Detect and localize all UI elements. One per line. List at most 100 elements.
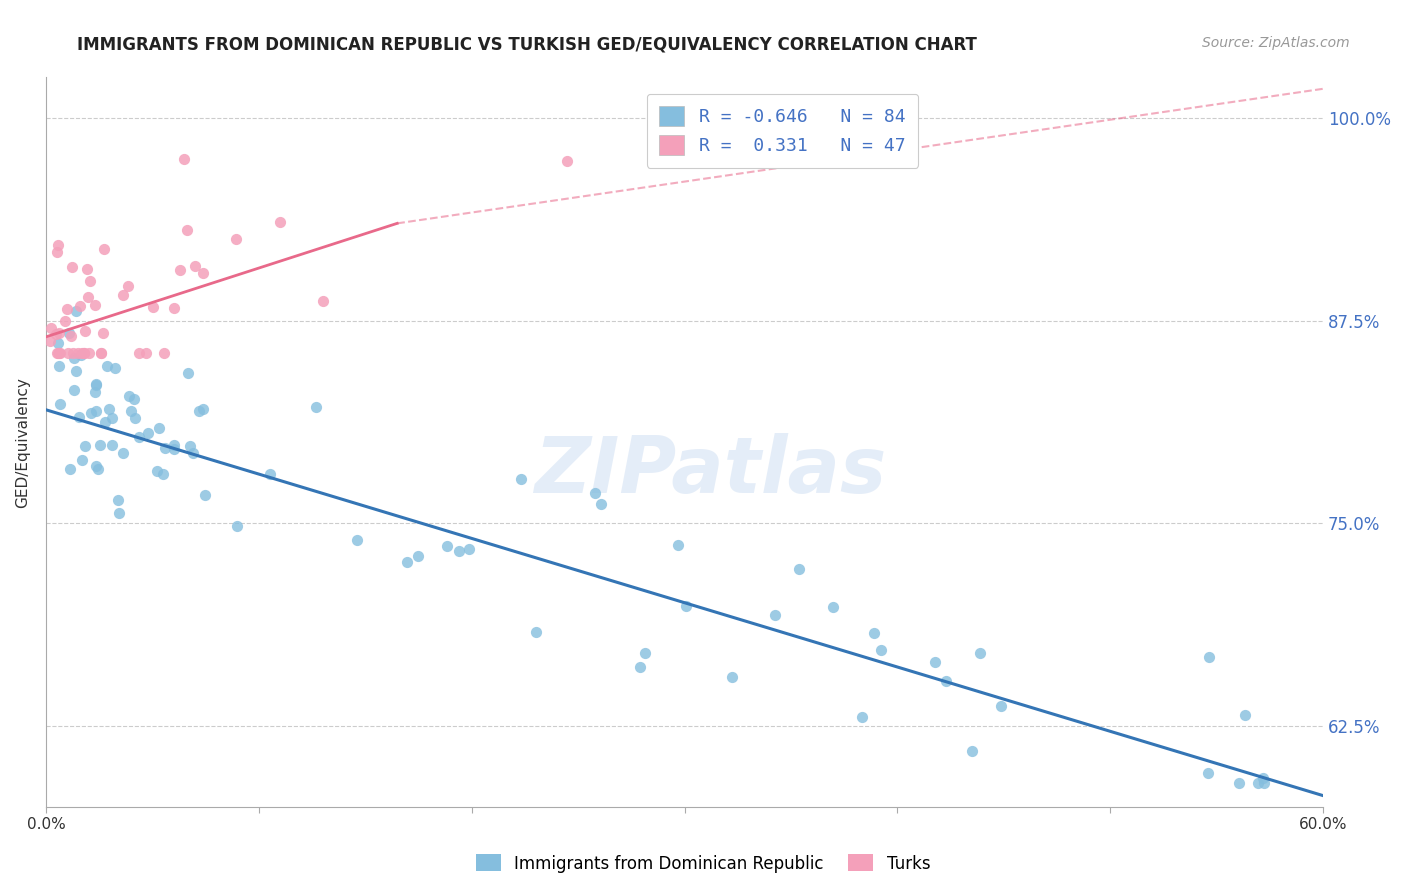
Point	[226, 518, 249, 533]
Point	[163, 438, 186, 452]
Point	[870, 643, 893, 657]
Point	[634, 646, 657, 660]
Point	[96, 359, 118, 374]
Point	[457, 542, 479, 557]
Point	[39, 334, 62, 349]
Point	[990, 699, 1012, 714]
Point	[73, 439, 96, 453]
Point	[1247, 775, 1270, 789]
Point	[1251, 771, 1274, 785]
Point	[128, 346, 150, 360]
Point	[406, 549, 429, 564]
Point	[181, 446, 204, 460]
Point	[124, 411, 146, 425]
Point	[173, 152, 195, 166]
Point	[65, 364, 87, 378]
Point	[79, 274, 101, 288]
Point	[117, 278, 139, 293]
Point	[45, 346, 67, 360]
Point	[960, 744, 983, 758]
Point	[53, 314, 76, 328]
Point	[100, 438, 122, 452]
Point	[1227, 775, 1250, 789]
Point	[436, 539, 458, 553]
Point	[1253, 775, 1275, 789]
Point	[721, 670, 744, 684]
Point	[763, 607, 786, 622]
Point	[73, 346, 96, 360]
Point	[269, 215, 291, 229]
Point	[45, 326, 67, 341]
Point	[191, 266, 214, 280]
Point	[184, 259, 207, 273]
Point	[41, 321, 63, 335]
Point	[225, 232, 247, 246]
Point	[153, 346, 176, 360]
Point	[305, 400, 328, 414]
Point	[48, 359, 70, 373]
Text: ZIPatlas: ZIPatlas	[534, 434, 886, 509]
Point	[1198, 650, 1220, 665]
Point	[90, 346, 112, 360]
Point	[46, 346, 69, 360]
Point	[60, 260, 83, 274]
Point	[583, 486, 606, 500]
Point	[84, 385, 107, 400]
Point	[589, 497, 612, 511]
Point	[101, 411, 124, 425]
Point	[128, 430, 150, 444]
Point	[259, 467, 281, 482]
Point	[56, 346, 79, 360]
Point	[851, 710, 873, 724]
Point	[103, 360, 125, 375]
Point	[148, 421, 170, 435]
Point	[187, 404, 209, 418]
Point	[70, 348, 93, 362]
Point	[72, 346, 94, 360]
Point	[176, 222, 198, 236]
Point	[163, 442, 186, 456]
Point	[65, 303, 87, 318]
Point	[1234, 708, 1257, 723]
Legend: Immigrants from Dominican Republic, Turks: Immigrants from Dominican Republic, Turk…	[470, 847, 936, 880]
Point	[56, 301, 79, 316]
Point	[63, 383, 86, 397]
Point	[77, 346, 100, 360]
Point	[924, 655, 946, 669]
Point	[135, 345, 157, 359]
Point	[509, 472, 531, 486]
Point	[63, 351, 86, 365]
Point	[179, 439, 201, 453]
Point	[60, 329, 83, 343]
Point	[49, 397, 72, 411]
Point	[136, 425, 159, 440]
Point	[111, 288, 134, 302]
Point	[152, 467, 174, 481]
Point	[666, 538, 689, 552]
Point	[90, 346, 112, 360]
Point	[142, 301, 165, 315]
Point	[45, 245, 67, 260]
Point	[58, 326, 80, 340]
Point	[675, 599, 697, 613]
Text: IMMIGRANTS FROM DOMINICAN REPUBLIC VS TURKISH GED/EQUIVALENCY CORRELATION CHART: IMMIGRANTS FROM DOMINICAN REPUBLIC VS TU…	[77, 36, 977, 54]
Point	[122, 392, 145, 406]
Point	[162, 301, 184, 316]
Point	[194, 488, 217, 502]
Point	[145, 464, 167, 478]
Point	[1197, 765, 1219, 780]
Point	[62, 346, 84, 360]
Point	[76, 261, 98, 276]
Point	[91, 326, 114, 341]
Point	[823, 599, 845, 614]
Point	[46, 237, 69, 252]
Point	[449, 544, 471, 558]
Point	[787, 562, 810, 576]
Point	[84, 458, 107, 473]
Point	[118, 389, 141, 403]
Text: Source: ZipAtlas.com: Source: ZipAtlas.com	[1202, 36, 1350, 50]
Point	[94, 415, 117, 429]
Point	[59, 462, 82, 476]
Point	[73, 346, 96, 360]
Point	[84, 376, 107, 391]
